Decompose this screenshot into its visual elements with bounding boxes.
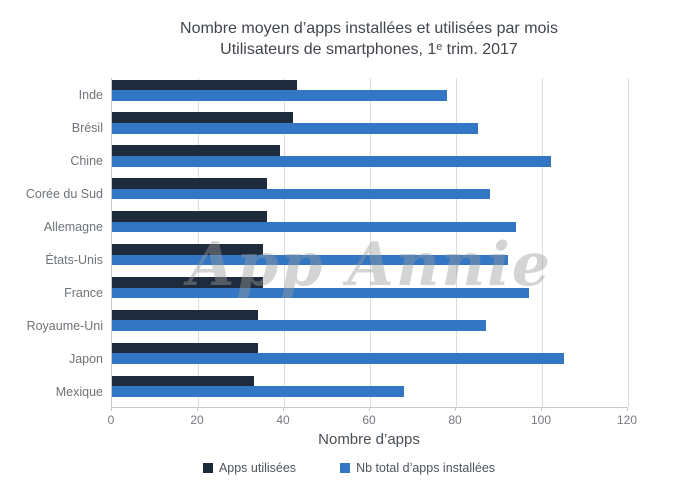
gridline-20: [197, 78, 199, 407]
bar-row-0: [112, 78, 628, 111]
bar-installed: [112, 155, 551, 167]
tick-mark-40: [282, 407, 284, 411]
legend-item-1: Nb total d’apps installées: [340, 461, 495, 475]
bar-used: [112, 79, 297, 91]
tick-mark-120: [626, 407, 628, 411]
legend-label-0: Apps utilisées: [218, 461, 297, 475]
tick-label-0: 0: [107, 413, 115, 427]
gridline-60: [369, 78, 371, 407]
bar-installed: [112, 254, 508, 266]
tick-mark-20: [196, 407, 198, 411]
bar-used: [112, 244, 263, 255]
bar-used: [112, 145, 280, 156]
bar-installed: [112, 386, 405, 397]
bar-row-6: [112, 275, 628, 308]
bar-row-2: [112, 144, 628, 177]
bar-row-8: [112, 341, 628, 374]
bar-used: [112, 309, 259, 321]
tick-mark-100: [540, 407, 542, 411]
tick-mark-80: [454, 407, 456, 411]
tick-label-40: 40: [276, 413, 290, 427]
bar-used: [112, 342, 259, 354]
category-label: Mexique: [55, 384, 103, 399]
category-label: Chine: [70, 154, 103, 169]
category-label: Japon: [68, 351, 103, 366]
bar-row-3: [112, 177, 628, 210]
category-label: Allemagne: [43, 220, 103, 235]
bar-row-4: [112, 210, 628, 243]
legend-item-0: Apps utilisées: [202, 461, 297, 475]
tick-label-100: 100: [530, 413, 552, 427]
chart-header: Nombre moyen d’apps installées et utilis…: [40, 18, 698, 60]
bar-used: [112, 276, 263, 288]
bar-installed: [112, 90, 448, 101]
gridline-120: [627, 78, 629, 407]
bar-row-9: [112, 374, 628, 407]
gridline-40: [283, 78, 285, 407]
gridline-80: [455, 78, 457, 407]
category-label: Corée du Sud: [25, 187, 103, 202]
category-label: Brésil: [71, 121, 103, 136]
legend-swatch-0: [202, 463, 213, 473]
tick-label-80: 80: [448, 413, 462, 427]
tick-mark-60: [368, 407, 370, 411]
bar-installed: [112, 353, 564, 364]
bar-installed: [112, 221, 517, 233]
category-label: Inde: [78, 88, 103, 103]
bar-row-7: [112, 308, 628, 341]
chart-title: Nombre moyen d’apps installées et utilis…: [180, 20, 558, 37]
chart-subtitle: Utilisateurs de smartphones, 1ᵉ trim. 20…: [220, 41, 518, 58]
plot-area: App Annie: [111, 78, 629, 408]
category-label: France: [64, 285, 103, 300]
tick-label-60: 60: [362, 413, 376, 427]
x-axis-title: Nombre d’apps: [318, 431, 420, 448]
bar-used: [112, 211, 267, 222]
category-label: Royaume-Uni: [26, 318, 103, 333]
tick-label-20: 20: [190, 413, 204, 427]
legend-label-1: Nb total d’apps installées: [356, 461, 496, 475]
bar-installed: [112, 320, 487, 332]
category-label: États-Unis: [45, 252, 103, 267]
gridline-100: [541, 78, 543, 407]
legend-swatch-1: [340, 463, 351, 473]
bar-installed: [112, 188, 491, 200]
bar-installed: [112, 287, 530, 299]
bar-row-5: [112, 243, 628, 276]
bar-row-1: [112, 111, 628, 144]
legend: Apps utilisées Nb total d’apps installées: [0, 461, 698, 475]
bar-used: [112, 178, 267, 189]
bar-used: [112, 375, 254, 387]
tick-label-120: 120: [616, 413, 638, 427]
bar-installed: [112, 123, 478, 134]
tick-mark-0: [110, 407, 112, 411]
bar-used: [112, 112, 293, 124]
